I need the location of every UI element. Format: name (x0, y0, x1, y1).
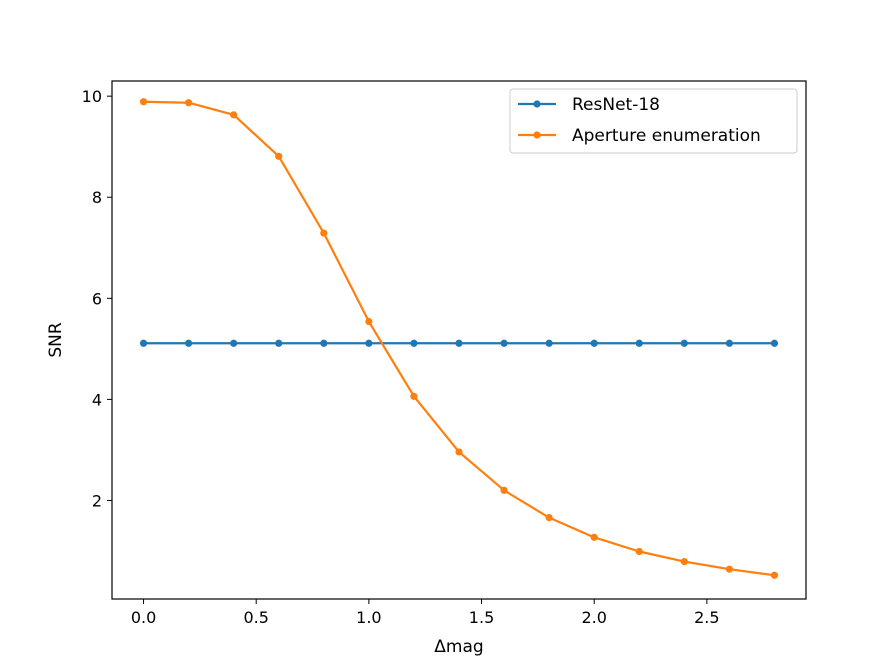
legend-marker-aperture-enumeration (533, 131, 541, 139)
data-point-aperture-enumeration (545, 514, 553, 522)
series-line-aperture-enumeration (143, 100, 775, 577)
data-point-resnet-18 (725, 339, 733, 347)
data-point-aperture-enumeration (635, 547, 643, 556)
data-point-resnet-18 (275, 339, 283, 347)
legend-entry-aperture-enumeration: Aperture enumeration (518, 126, 761, 146)
data-point-aperture-enumeration (320, 229, 328, 237)
data-point-resnet-18 (320, 339, 328, 347)
data-point-resnet-18 (545, 339, 553, 347)
series-resnet-18 (139, 339, 779, 347)
x-axis-ticks: 0.0 0.5 1.0 1.5 2.0 2.5 (131, 599, 720, 627)
y-axis-ticks: 2 4 6 8 10 (82, 87, 112, 510)
series-aperture-enumeration (139, 98, 779, 579)
y-axis-label: SNR (46, 322, 66, 358)
data-point-resnet-18 (230, 339, 238, 347)
legend-label-resnet-18: ResNet-18 (572, 95, 660, 115)
data-point-aperture-enumeration (500, 486, 508, 494)
x-tick-label: 1.5 (469, 608, 494, 627)
data-point-resnet-18 (410, 339, 418, 347)
data-point-aperture-enumeration (139, 98, 148, 106)
x-tick-label: 1.0 (356, 608, 381, 627)
data-point-resnet-18 (590, 339, 598, 347)
x-tick-label: 0.0 (131, 608, 156, 627)
data-point-aperture-enumeration (275, 152, 283, 160)
x-tick-label: 0.5 (243, 608, 268, 627)
data-point-aperture-enumeration (185, 99, 193, 107)
legend-label-aperture-enumeration: Aperture enumeration (572, 126, 761, 146)
data-point-resnet-18 (635, 339, 643, 347)
data-point-aperture-enumeration (455, 448, 463, 456)
legend-entry-resnet-18: ResNet-18 (518, 95, 660, 115)
plot-area (111, 80, 807, 600)
data-point-aperture-enumeration (680, 558, 688, 566)
data-point-resnet-18 (365, 339, 373, 347)
x-tick-label: 2.0 (581, 608, 606, 627)
data-point-aperture-enumeration (770, 571, 779, 579)
y-tick-label: 2 (92, 491, 102, 510)
data-point-aperture-enumeration (230, 111, 238, 119)
y-tick-label: 10 (82, 87, 102, 106)
y-tick-label: 6 (92, 289, 102, 308)
data-point-aperture-enumeration (590, 533, 598, 541)
data-point-resnet-18 (139, 339, 148, 347)
data-point-resnet-18 (185, 339, 193, 347)
x-axis-label: Δmag (434, 637, 483, 657)
y-tick-label: 8 (92, 188, 102, 207)
legend-marker-resnet-18 (533, 100, 541, 108)
data-point-aperture-enumeration (365, 317, 373, 326)
data-point-aperture-enumeration (410, 392, 418, 400)
x-tick-label: 2.5 (694, 608, 719, 627)
data-point-aperture-enumeration (725, 565, 733, 573)
data-point-resnet-18 (770, 339, 779, 347)
axes-frame (111, 80, 807, 600)
legend: ResNet-18 Aperture enumeration (509, 88, 798, 154)
y-tick-label: 4 (92, 390, 102, 409)
data-point-resnet-18 (500, 339, 508, 347)
data-point-resnet-18 (680, 339, 688, 347)
data-point-resnet-18 (455, 339, 463, 347)
series-layer (139, 98, 779, 579)
legend-box (509, 88, 798, 154)
